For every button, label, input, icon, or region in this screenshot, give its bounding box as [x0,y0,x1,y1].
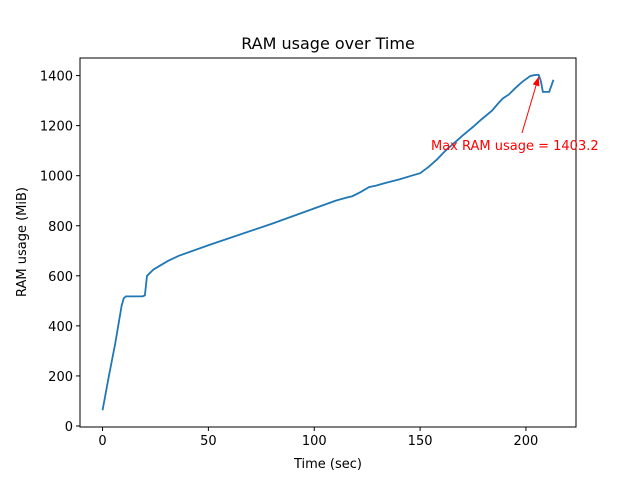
x-tick-label: 0 [98,434,106,449]
y-tick-label: 800 [48,220,73,235]
chart-title: RAM usage over Time [241,34,415,53]
annotation-arrow [521,76,540,134]
x-tick-label: 100 [302,434,327,449]
x-tick-label: 200 [514,434,539,449]
y-tick-label: 1000 [40,170,73,185]
data-line [101,73,555,411]
x-tick-label: 150 [408,434,433,449]
y-tick-label: 0 [65,420,73,435]
y-tick-label: 1200 [40,120,73,135]
y-tick-label: 1400 [40,70,73,85]
y-axis-label: RAM usage (MiB) [15,187,30,297]
x-tick-label: 50 [200,434,217,449]
y-tick-label: 200 [48,370,73,385]
plot-frame [79,57,577,428]
y-tick-label: 600 [48,270,73,285]
y-tick-label: 400 [48,320,73,335]
annotation: Max RAM usage = 1403.2 [431,139,599,154]
annotation-arrowhead [532,76,540,87]
x-axis-label: Time (sec) [293,457,362,472]
